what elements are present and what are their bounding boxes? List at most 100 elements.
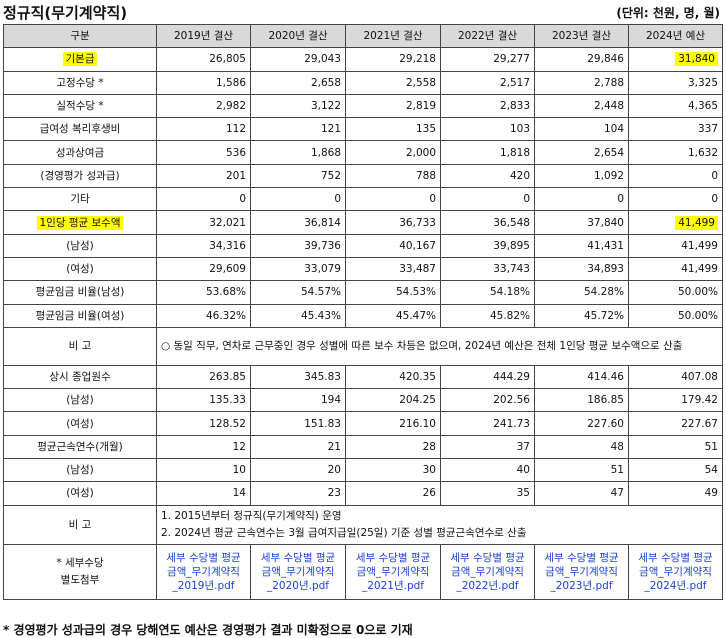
attachment-link-line: 세부 수당별 평균 [260,551,336,564]
value-cell: 2,558 [345,70,441,95]
value-text: 23 [327,487,341,500]
value-cell: 37,840 [534,210,629,235]
header-row: 구분 2019년 결산 2020년 결산 2021년 결산 2022년 결산 2… [3,23,723,49]
value-cell: 29,218 [345,47,441,72]
value-text: 10 [232,464,246,477]
value-text: 420 [509,169,530,182]
value-cell: 49 [628,481,723,506]
row-label: 실적수당 * [3,93,157,119]
value-text: 0 [711,193,718,206]
value-text: 29,277 [493,53,530,66]
value-text: 444.29 [493,371,530,383]
value-cell: 54.57% [250,280,346,305]
value-cell: 788 [345,163,441,189]
row-label-text: 기타 [70,193,90,206]
value-cell: 45.47% [345,303,441,328]
attachment-link[interactable]: 세부 수당별 평균 금액_무기계약직 _2022년.pdf [440,543,535,600]
value-cell: 0 [628,187,723,212]
row-label-text: (경영평가 성과급) [40,169,120,182]
value-cell: 202.56 [440,388,535,413]
attachment-link-line: 금액_무기계약직 [639,565,712,578]
value-cell: 34,893 [534,256,629,282]
value-cell: 2,982 [156,93,251,119]
value-cell: 54.28% [534,280,629,305]
value-cell: 3,325 [628,70,723,95]
value-text: 21 [327,440,341,453]
attachment-link[interactable]: 세부 수당별 평균 금액_무기계약직 _2020년.pdf [250,543,346,600]
attachment-link-line: 금액_무기계약직 [167,565,240,578]
table-row: 기타 0 0 0 0 0 0 [3,187,723,212]
value-text: 2,833 [499,100,530,113]
value-cell: 151.83 [250,411,346,436]
value-cell: 46.32% [156,303,251,328]
value-text: 54.28% [583,286,624,299]
row-label: (여성) [3,481,157,506]
row-label-text: 평균임금 비율(여성) [35,309,125,322]
attachment-link-line: _2022년.pdf [456,579,519,592]
value-cell: 0 [534,187,629,212]
value-cell: 39,895 [440,233,535,258]
value-cell: 263.85 [156,364,251,390]
attachment-link[interactable]: 세부 수당별 평균 금액_무기계약직 _2023년.pdf [534,543,629,600]
attachment-link[interactable]: 세부 수당별 평균 금액_무기계약직 _2024년.pdf [628,543,723,600]
value-text: 28 [422,440,436,453]
value-cell: 3,122 [250,93,346,119]
note-line: 1. 2015년부터 정규직(무기계약직) 운영 [161,509,342,522]
row-label: 급여성 복리후생비 [3,117,157,142]
value-cell: 40 [440,458,535,483]
row-label: 상시 종업원수 [3,364,157,390]
value-cell: 2,819 [345,93,441,119]
value-cell: 1,818 [440,140,535,165]
table-row: (남성) 135.33 194 204.25 202.56 186.85 179.42 [3,388,723,413]
value-text: 32,021 [209,216,246,229]
value-cell: 2,517 [440,70,535,95]
value-text: 54.18% [489,286,530,299]
value-text: 135.33 [209,394,246,407]
attachment-link[interactable]: 세부 수당별 평균 금액_무기계약직 _2019년.pdf [156,543,251,600]
row-label-text: 급여성 복리후생비 [39,123,121,136]
col-header: 2020년 결산 [250,23,346,49]
table-row: 상시 종업원수 263.85 345.83 420.35 444.29 414.46 407… [3,364,723,390]
value-cell: 33,743 [440,256,535,282]
attachment-link[interactable]: 세부 수당별 평균 금액_무기계약직 _2021년.pdf [345,543,441,600]
value-cell: 227.67 [628,411,723,436]
value-text: 3,325 [687,76,718,89]
value-text: 2,982 [215,100,246,113]
value-cell: 0 [345,187,441,212]
value-text: 536 [225,146,246,159]
table-row: 성과상여금 536 1,868 2,000 1,818 2,654 1,632 [3,140,723,165]
value-text: 39,736 [304,239,341,252]
row-label: (남성) [3,233,157,258]
value-cell: 194 [250,388,346,413]
attachment-row: * 세부수당 별도첨부 세부 수당별 평균 금액_무기계약직 _2019년.pdf 세… [3,543,723,600]
attachment-link-line: 금액_무기계약직 [545,565,618,578]
row-label-text: 기본급 [62,52,98,67]
note-row: 비 고 1. 2015년부터 정규직(무기계약직) 운영 2. 2024년 평균… [3,504,723,545]
attachment-link-line: _2024년.pdf [644,579,707,592]
attachment-link-line: 금액_무기계약직 [261,565,335,578]
value-cell: 104 [534,117,629,142]
value-cell: 1,586 [156,70,251,95]
value-cell: 45.43% [250,303,346,328]
value-cell: 121 [250,117,346,142]
value-text: 128.52 [209,417,246,430]
row-label: 고정수당 * [3,70,157,95]
attachment-label: * 세부수당 별도첨부 [3,543,157,600]
value-text: 51 [704,440,718,453]
row-label-text: (여성) [66,263,94,276]
value-text: 1,092 [593,169,624,182]
row-label: (여성) [3,411,157,436]
value-cell: 34,316 [156,233,251,258]
value-text: 33,487 [399,263,436,276]
value-cell: 32,021 [156,210,251,235]
table-row: 기본급 26,805 29,043 29,218 29,277 29,846 31,840 [3,47,723,72]
col-header: 구분 [3,23,157,49]
value-cell: 179.42 [628,388,723,413]
col-header: 2019년 결산 [156,23,251,49]
value-text: 263.85 [209,371,246,383]
row-label-text: 평균근속연수(개월) [37,440,123,453]
value-text: 37,840 [587,216,624,229]
table-row: (남성) 10 20 30 40 51 54 [3,458,723,483]
value-cell: 30 [345,458,441,483]
value-cell: 128.52 [156,411,251,436]
